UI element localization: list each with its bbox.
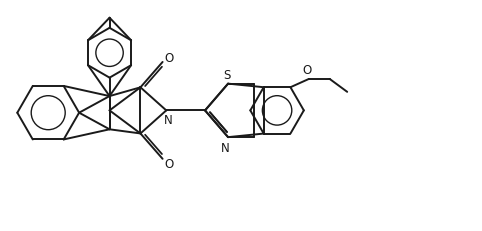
Text: S: S [223, 69, 230, 82]
Text: N: N [221, 141, 230, 154]
Text: N: N [164, 114, 173, 127]
Text: O: O [302, 64, 312, 77]
Text: O: O [164, 52, 173, 65]
Text: O: O [164, 157, 173, 170]
